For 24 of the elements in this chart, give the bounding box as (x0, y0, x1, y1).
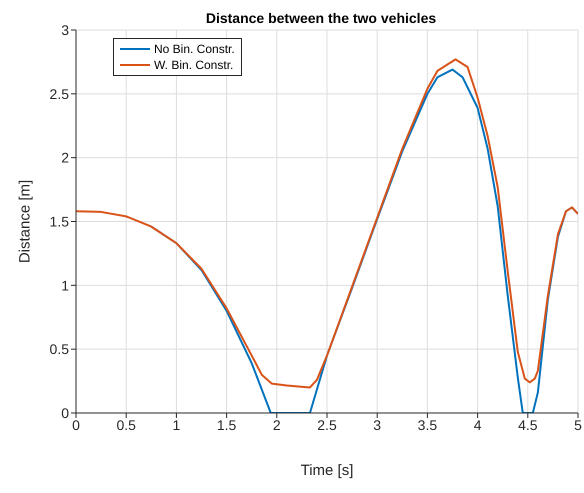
legend-label: W. Bin. Constr. (154, 57, 234, 73)
line-series (76, 58, 578, 388)
y-tick-label: 2.5 (50, 86, 70, 102)
y-axis-title: Distance [m] (16, 180, 34, 264)
y-tick-label: 1.5 (50, 213, 70, 230)
x-tick-label: 4 (474, 416, 482, 433)
x-tick-label: 5 (574, 416, 582, 433)
x-tick-label: 2.5 (317, 416, 337, 433)
x-tick-label: 1.5 (216, 416, 237, 433)
x-tick-label: 1 (172, 416, 180, 433)
x-axis-title: Time [s] (300, 462, 354, 479)
x-tick-label: 0.5 (116, 416, 136, 433)
y-tick-label: 1 (61, 277, 70, 294)
legend-label: No Bin. Constr. (154, 41, 235, 57)
x-tick-label: 4.5 (518, 416, 538, 433)
y-tick-label: 2 (61, 150, 70, 166)
x-tick-label: 3 (373, 416, 382, 433)
y-tick-label: 0.5 (50, 341, 70, 358)
y-tick-label: 0 (61, 404, 70, 421)
y-tick-label: 3 (61, 22, 70, 38)
x-tick-label: 3.5 (418, 416, 438, 433)
x-tick-label: 0 (72, 416, 80, 433)
x-tick-label: 2 (272, 416, 281, 433)
chart-title: Distance between the two vehicles (206, 10, 436, 26)
